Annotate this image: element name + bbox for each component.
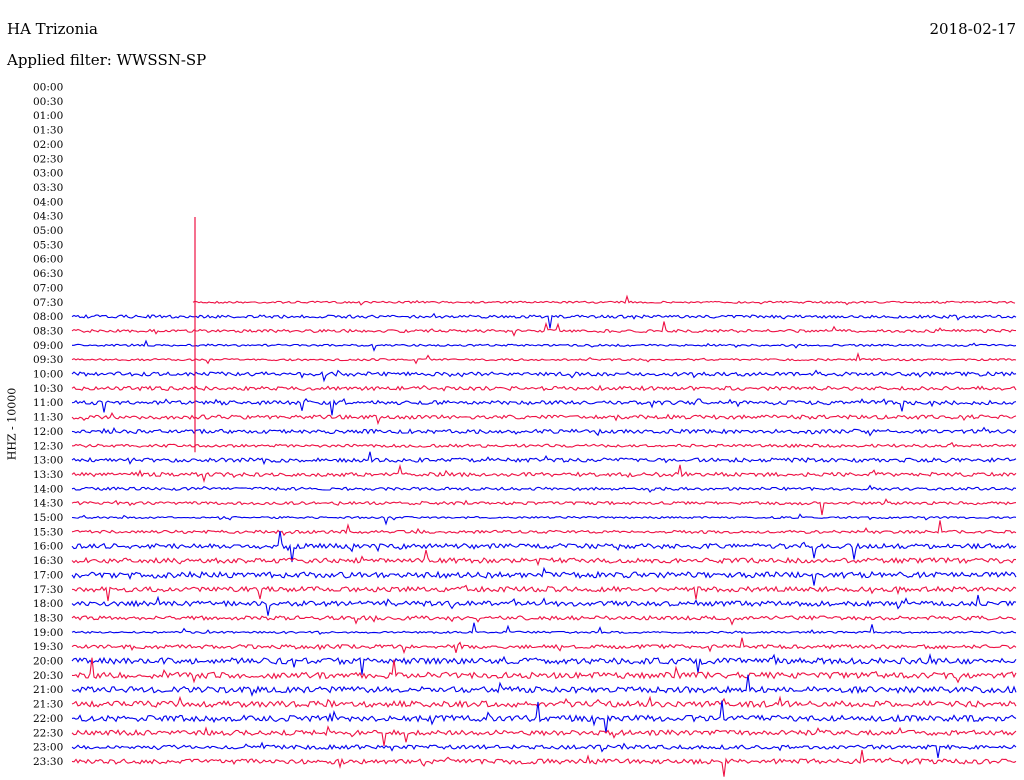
trace-row [192, 294, 1016, 306]
time-label: 10:00 [33, 369, 63, 381]
trace-row [71, 614, 1017, 626]
trace-row [71, 321, 1017, 337]
time-label: 02:00 [33, 139, 63, 151]
time-label: 06:00 [33, 254, 63, 266]
trace-row [71, 520, 1017, 537]
time-label: 18:00 [33, 598, 63, 610]
time-label: 11:30 [33, 412, 63, 424]
time-label: 08:30 [33, 325, 63, 337]
time-label: 09:00 [33, 340, 63, 352]
plot-date: 2018-02-17 [929, 20, 1016, 38]
trace-row [71, 657, 1017, 684]
time-label: 21:30 [33, 699, 63, 711]
time-label: 06:30 [33, 268, 63, 280]
time-label: 20:30 [33, 670, 63, 682]
time-label: 02:30 [33, 153, 63, 165]
time-label: 19:00 [33, 627, 63, 639]
time-label: 16:00 [33, 541, 63, 553]
trace-row [71, 513, 1017, 526]
trace-row [71, 725, 1017, 746]
trace-row [71, 352, 1017, 365]
time-label: 14:00 [33, 483, 63, 495]
trace-row [71, 700, 1017, 734]
trace-row [72, 339, 1017, 352]
time-label: 05:30 [33, 239, 63, 251]
time-label: 07:00 [33, 282, 63, 294]
trace-row [71, 312, 1017, 329]
time-label: 07:30 [33, 297, 63, 309]
trace-row [71, 695, 1017, 709]
trace-row [71, 498, 1017, 516]
time-label: 20:00 [33, 656, 63, 668]
trace-row [71, 369, 1017, 383]
trace-row [71, 622, 1017, 635]
trace-row [71, 566, 1017, 586]
station-title: HA Trizonia [7, 20, 98, 38]
time-label: 00:00 [33, 82, 63, 94]
time-label: 14:30 [33, 498, 63, 510]
time-label: 22:00 [33, 713, 63, 725]
trace-row [71, 397, 1017, 416]
filter-name: WWSSN-SP [116, 51, 207, 69]
time-label: 15:30 [33, 526, 63, 538]
time-label: 17:30 [33, 584, 63, 596]
trace-row [71, 384, 1017, 392]
time-label: 01:30 [33, 125, 63, 137]
trace-row [71, 484, 1017, 493]
trace-row [71, 741, 1017, 758]
time-label: 04:30 [33, 211, 63, 223]
time-label: 23:30 [33, 756, 63, 768]
time-label: 18:30 [33, 612, 63, 624]
trace-row [71, 412, 1017, 426]
trace-row [71, 463, 1017, 483]
filter-label: Applied filter: [7, 51, 112, 69]
time-label: 21:00 [33, 684, 63, 696]
time-label: 17:00 [33, 569, 63, 581]
time-label: 10:30 [33, 383, 63, 395]
time-label: 12:00 [33, 426, 63, 438]
time-label: 09:30 [33, 354, 63, 366]
time-label: 13:30 [33, 469, 63, 481]
time-label: 13:00 [33, 455, 63, 467]
trace-row [72, 441, 1017, 449]
time-label: 03:00 [33, 168, 63, 180]
time-label: 08:00 [33, 311, 63, 323]
trace-row [71, 749, 1017, 777]
trace-row [71, 674, 1017, 697]
time-label: 19:30 [33, 641, 63, 653]
time-label: 22:30 [33, 727, 63, 739]
trace-row [71, 594, 1017, 616]
trace-row [71, 637, 1017, 655]
trace-row [71, 584, 1017, 602]
trace-row [71, 549, 1017, 567]
time-label: 00:30 [33, 96, 63, 108]
time-label: 12:30 [33, 440, 63, 452]
time-label: 16:30 [33, 555, 63, 567]
time-label: 01:00 [33, 110, 63, 122]
time-label: 05:00 [33, 225, 63, 237]
filter-line: Applied filter: WWSSN-SP [7, 51, 206, 69]
trace-row [71, 426, 1017, 437]
trace-row [71, 530, 1017, 563]
time-label: 15:00 [33, 512, 63, 524]
trace-row [71, 451, 1017, 466]
time-label: 23:00 [33, 742, 63, 754]
time-label: 03:30 [33, 182, 63, 194]
time-label: 04:00 [33, 196, 63, 208]
trace-row [71, 653, 1017, 675]
time-label: 11:00 [33, 397, 63, 409]
